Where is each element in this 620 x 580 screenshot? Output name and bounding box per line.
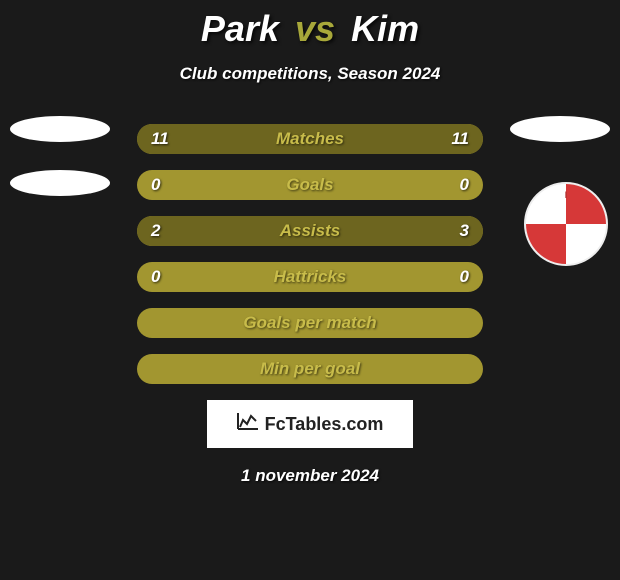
footer-brand: FcTables.com: [265, 414, 384, 435]
ellipse-icon: [10, 116, 110, 142]
player2-name: Kim: [351, 8, 419, 49]
player2-badge: I: [510, 116, 610, 216]
stat-value-left: 2: [151, 221, 160, 241]
stat-row: 11 11 Matches: [137, 124, 483, 154]
club-shield-icon: I: [524, 182, 608, 266]
stat-label: Min per goal: [260, 359, 360, 379]
stat-row: 2 3 Assists: [137, 216, 483, 246]
stat-label: Matches: [276, 129, 344, 149]
page-title: Park vs Kim: [0, 0, 620, 50]
player1-name: Park: [201, 8, 279, 49]
stat-value-right: 3: [460, 221, 469, 241]
ellipse-icon: [10, 170, 110, 196]
stat-value-right: 0: [460, 267, 469, 287]
stats-rows: 11 11 Matches 0 0 Goals 2 3 Assists 0 0 Hattricks Go…: [137, 124, 483, 384]
stat-label: Hattricks: [274, 267, 347, 287]
footer-logo: FcTables.com: [207, 400, 413, 448]
stats-container: I 11 11 Matches 0 0 Goals 2 3 Assists 0 0 Hattricks…: [0, 124, 620, 384]
stat-value-right: 0: [460, 175, 469, 195]
ellipse-icon: [510, 116, 610, 142]
stat-row: 0 0 Goals: [137, 170, 483, 200]
chart-icon: [237, 412, 259, 436]
stat-label: Goals per match: [243, 313, 376, 333]
stat-row: Goals per match: [137, 308, 483, 338]
date-text: 1 november 2024: [0, 466, 620, 486]
stat-label: Goals: [286, 175, 333, 195]
stat-value-left: 11: [151, 129, 169, 149]
vs-text: vs: [295, 8, 335, 49]
player1-badge: [10, 116, 110, 216]
stat-value-right: 11: [451, 129, 469, 149]
stat-label: Assists: [280, 221, 340, 241]
stat-row: 0 0 Hattricks: [137, 262, 483, 292]
subtitle: Club competitions, Season 2024: [0, 64, 620, 84]
stat-row: Min per goal: [137, 354, 483, 384]
stat-value-left: 0: [151, 267, 160, 287]
stat-value-left: 0: [151, 175, 160, 195]
